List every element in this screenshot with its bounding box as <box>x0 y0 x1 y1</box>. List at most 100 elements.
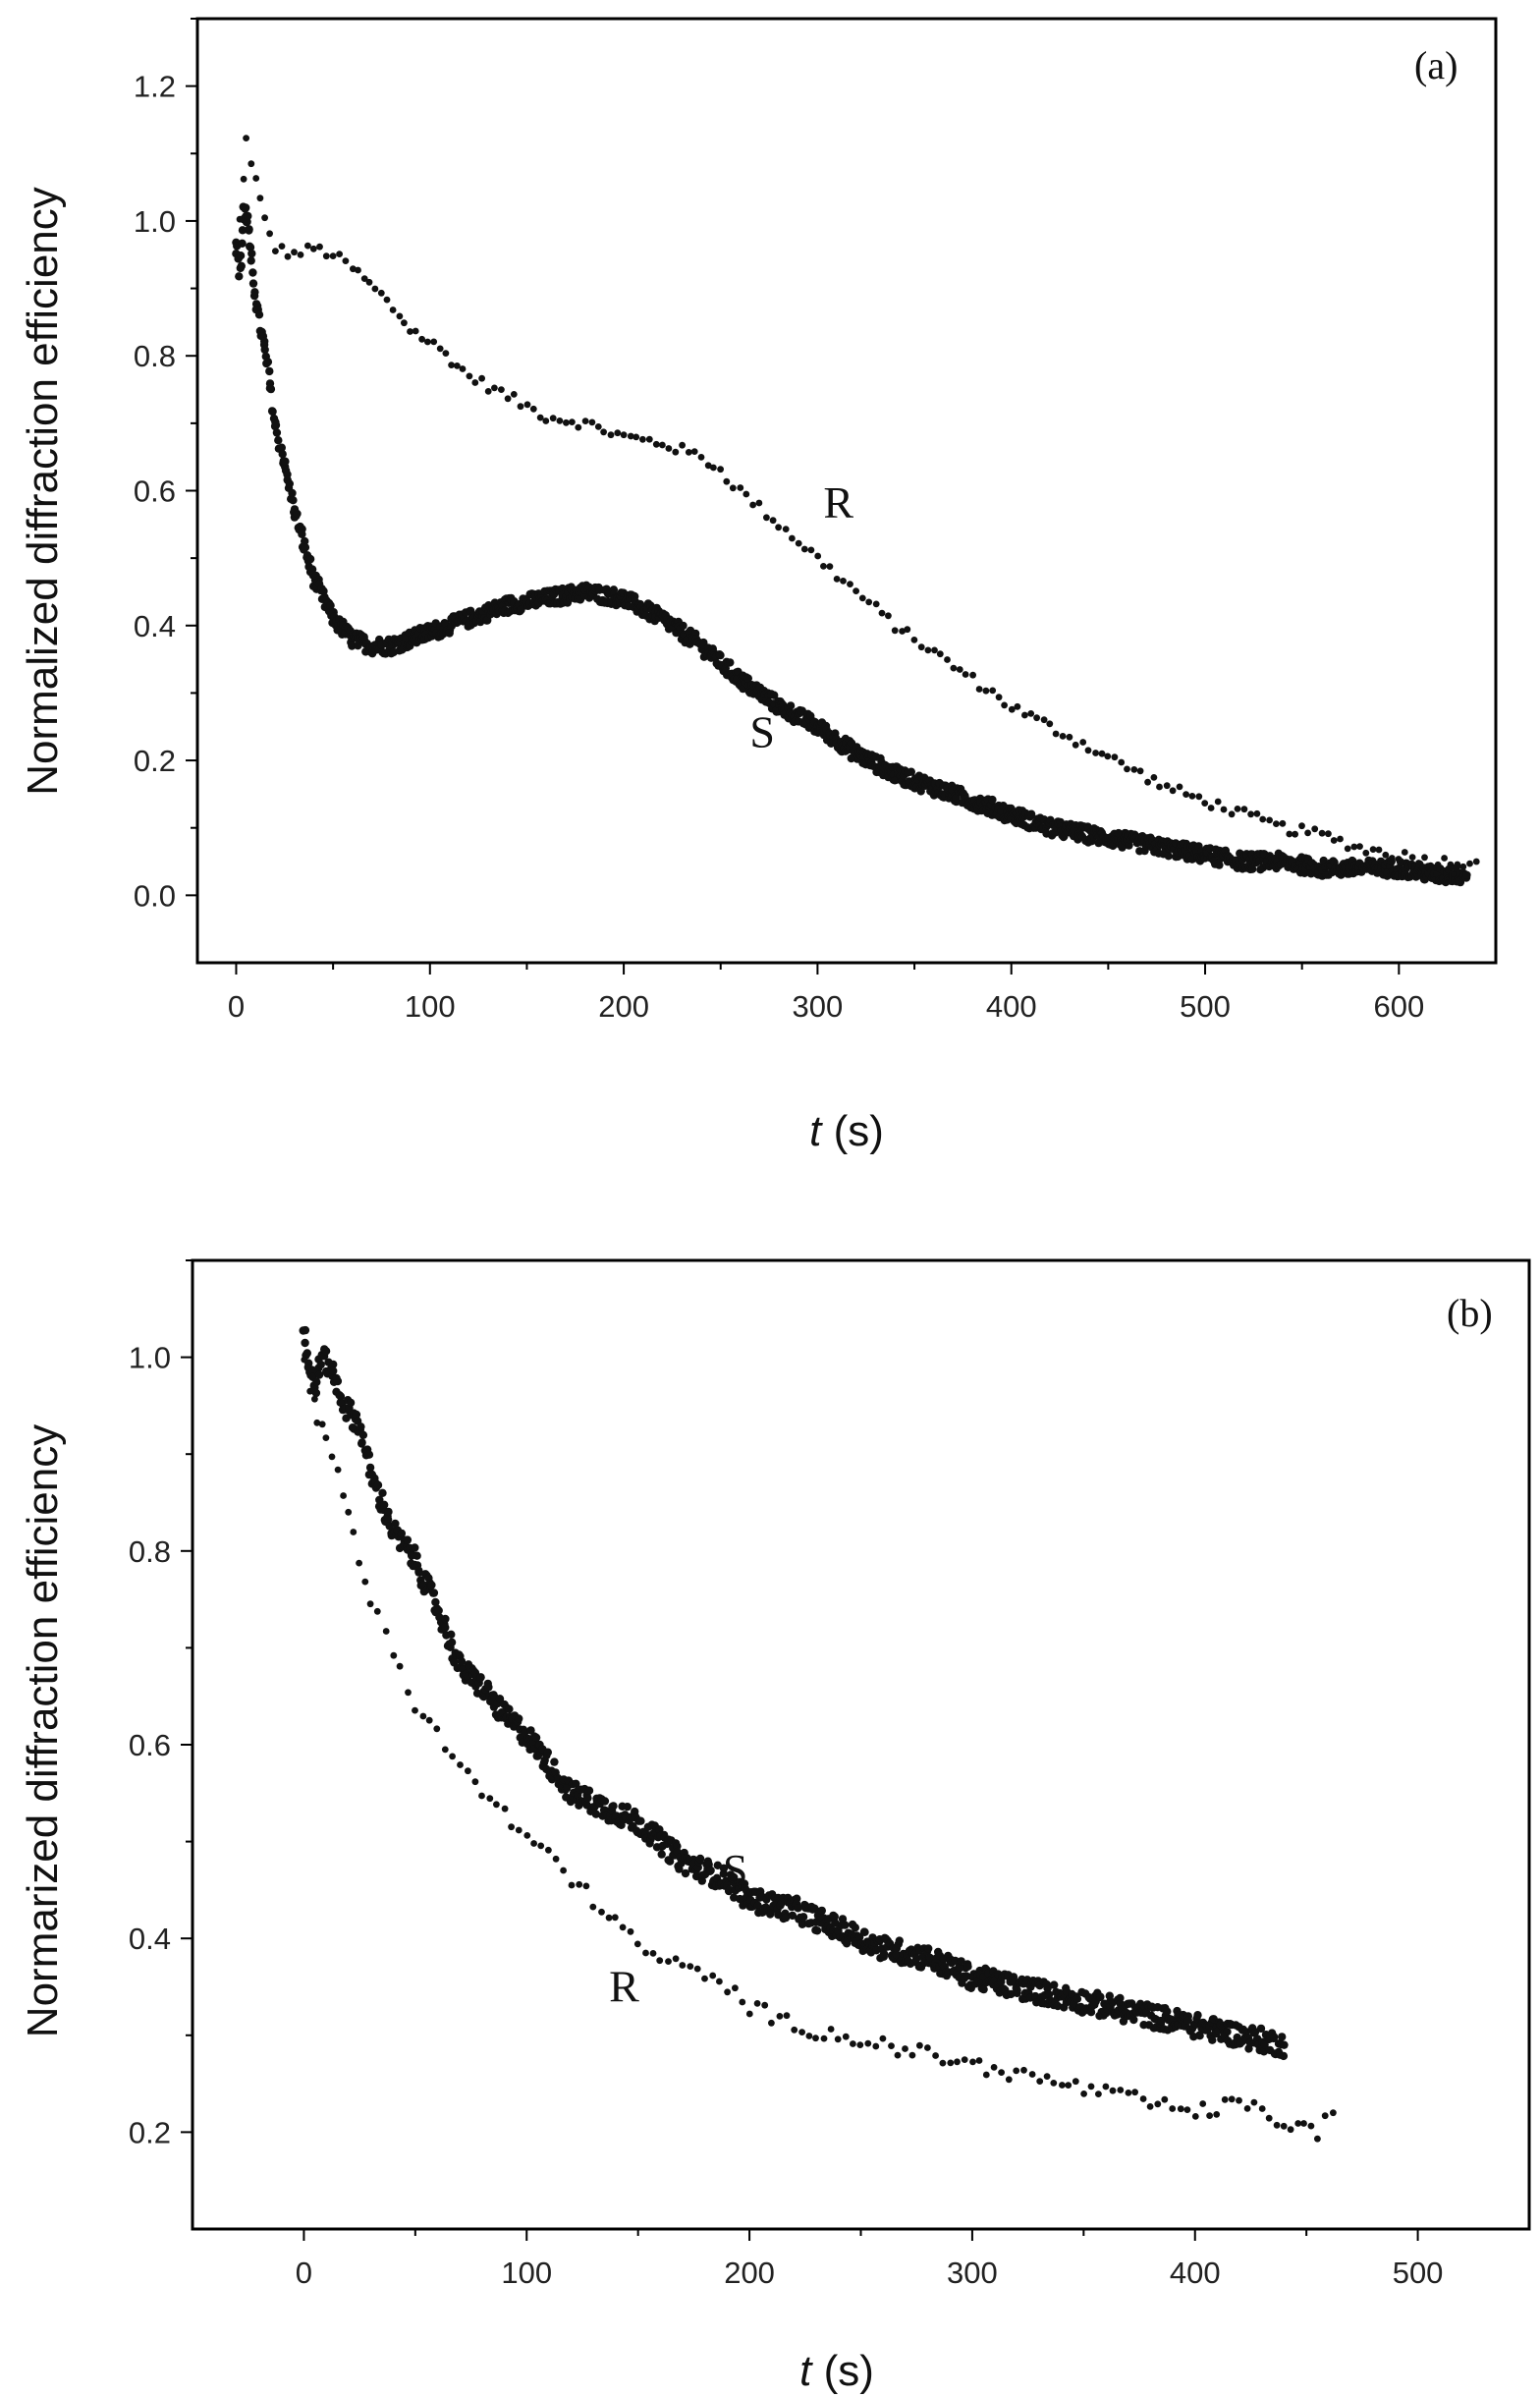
panel-a-point-r <box>1001 701 1008 709</box>
panel-b-point-s <box>1050 1980 1059 1989</box>
panel-a-point-r <box>1201 800 1209 807</box>
panel-b-point-s <box>301 1325 310 1335</box>
panel-b-point-s <box>623 1803 632 1812</box>
panel-b-point-s <box>336 1392 346 1401</box>
panel-a-point-r <box>581 418 589 424</box>
panel-a-point-r <box>852 587 859 594</box>
panel-a-point-r <box>710 464 717 472</box>
panel-b-point-s <box>383 1515 393 1524</box>
panel-b-point-s <box>725 1885 735 1895</box>
panel-a-point-r <box>523 401 531 409</box>
panel-b-point-s <box>794 1904 802 1913</box>
panel-b-point-r <box>932 2052 939 2059</box>
panel-b-point-r <box>1250 2098 1258 2106</box>
panel-b-point-r <box>1080 2090 1087 2097</box>
panel-a-point-r <box>1421 854 1428 862</box>
panel-b-point-r <box>908 2051 916 2059</box>
panel-a-point-s <box>263 358 273 366</box>
panel-b-point-r <box>633 1940 641 1948</box>
panel-a-point-r <box>1163 782 1171 790</box>
panel-b-point-r <box>672 1955 680 1963</box>
panel-a-y-tick-label: 0.4 <box>134 609 176 643</box>
panel-b-point-r <box>345 1508 353 1516</box>
panel-a-x-tick-label: 0 <box>228 989 245 1024</box>
panel-b-point-r <box>1177 2105 1184 2113</box>
panel-b-point-r <box>1139 2095 1147 2102</box>
panel-a-point-r <box>826 563 834 570</box>
panel-b-point-r <box>716 1978 723 1985</box>
panel-a-point-s <box>244 211 252 221</box>
panel-a-point-r <box>484 388 492 395</box>
panel-b-point-r <box>313 1419 321 1426</box>
panel-a-point-r <box>1375 846 1383 854</box>
panel-a-point-s <box>266 384 276 394</box>
panel-a-point-r <box>800 545 808 553</box>
panel-b-point-r <box>687 1963 694 1970</box>
panel-a-point-s <box>1118 843 1127 852</box>
panel-a-point-r <box>769 517 777 525</box>
panel-b-point-r <box>990 2064 998 2071</box>
panel-b-point-r <box>1206 2112 1213 2120</box>
panel-a-point-r <box>504 395 512 403</box>
panel-a-point-r <box>1033 714 1040 722</box>
panel-b-point-r <box>441 1746 449 1754</box>
panel-a-point-r <box>891 627 899 635</box>
panel-b-point-s <box>515 1714 523 1723</box>
panel-b-point-r <box>1013 2067 1020 2075</box>
panel-b-point-s <box>1031 1991 1040 2001</box>
panel-b-point-s <box>911 1954 921 1964</box>
panel-b-point-s <box>1208 2035 1217 2044</box>
panel-b-point-r <box>709 1972 717 1979</box>
panel-a-plot-area <box>232 135 1480 887</box>
panel-b-point-r <box>1043 2073 1051 2081</box>
panel-b-y-tick-label: 0.6 <box>129 1728 171 1762</box>
panel-b-point-s <box>1163 2007 1172 2016</box>
panel-a-y-axis-title: Normalized diffraction efficiency <box>19 187 67 796</box>
panel-b-y-tick-label: 0.8 <box>129 1534 171 1569</box>
panel-a-point-r <box>517 403 524 411</box>
panel-b-point-r <box>1243 2105 1251 2112</box>
panel-b-x-axis-unit: (s) <box>811 2347 874 2395</box>
panel-a-point-s <box>246 243 255 251</box>
panel-a-point-r <box>336 251 343 257</box>
panel-a-point-r <box>944 656 951 663</box>
panel-b-x-axis-var: t <box>799 2347 813 2395</box>
panel-b-point-r <box>457 1761 464 1768</box>
panel-b-point-r <box>508 1823 515 1831</box>
panel-a-point-r <box>659 441 666 449</box>
panel-b-point-r <box>947 2059 955 2067</box>
panel-b-point-r <box>560 1867 567 1874</box>
panel-b-point-r <box>1294 2120 1302 2127</box>
panel-b-point-r <box>1287 2126 1294 2134</box>
panel-a-point-r <box>1441 855 1448 862</box>
panel-a-point-r <box>833 576 841 583</box>
panel-b-point-s <box>665 1857 675 1866</box>
panel-a-point-r <box>284 252 292 260</box>
panel-a-point-r <box>1027 710 1035 717</box>
panel-b-point-s <box>1044 1990 1054 1999</box>
panel-a-point-r <box>1240 806 1248 813</box>
panel-a-point-s <box>952 793 961 803</box>
panel-a-point-r <box>329 252 337 259</box>
panel-b-point-s <box>951 1956 960 1966</box>
panel-b-point-s <box>380 1500 389 1510</box>
panel-a-point-r <box>556 418 564 424</box>
panel-a-point-r <box>389 307 397 313</box>
panel-a-point-s <box>293 509 302 519</box>
panel-a-point-r <box>396 312 404 320</box>
panel-b-point-r <box>340 1492 347 1499</box>
panel-a-point-r <box>549 415 557 422</box>
panel-b-point-s <box>691 1871 701 1881</box>
panel-a-x-tick-label: 300 <box>793 989 844 1024</box>
panel-b-point-r <box>1265 2114 1273 2122</box>
panel-b-point-r <box>350 1529 358 1535</box>
panel-b-point-r <box>627 1927 634 1935</box>
panel-b-point-s <box>447 1638 457 1647</box>
panel-a-point-r <box>1040 716 1048 724</box>
panel-a-point-r <box>355 266 361 274</box>
panel-b-point-r <box>1191 2113 1199 2120</box>
panel-a-point-r <box>418 335 425 343</box>
panel-a-point-r <box>1079 739 1087 746</box>
panel-a-series-s-label: S <box>749 706 775 756</box>
panel-b-point-r <box>872 2042 880 2050</box>
